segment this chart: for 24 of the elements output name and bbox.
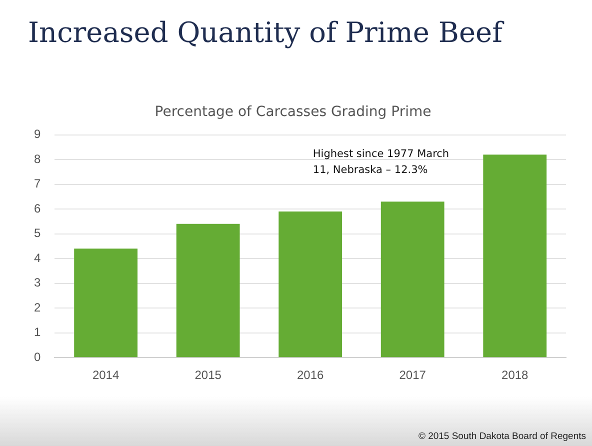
bar — [278, 212, 342, 358]
y-tick-label: 5 — [34, 226, 41, 240]
y-tick-label: 3 — [34, 276, 41, 290]
y-tick-label: 2 — [34, 300, 41, 314]
y-tick-label: 9 — [34, 127, 41, 142]
bar — [176, 224, 240, 358]
x-tick-label: 2014 — [92, 368, 120, 382]
chart-subtitle: Percentage of Carcasses Grading Prime — [154, 104, 432, 120]
y-tick-label: 6 — [34, 201, 41, 216]
y-tick-label: 4 — [34, 250, 41, 265]
y-tick-label: 7 — [34, 176, 41, 191]
y-tick-label: 8 — [34, 152, 41, 166]
bar — [380, 202, 444, 358]
x-tick-label: 2016 — [296, 368, 324, 382]
text: © 2015 South Dakota Board of Regents — [418, 431, 586, 442]
y-tick-label: 0 — [34, 350, 41, 364]
bar — [483, 154, 547, 358]
annotation: Highest since 1977 March 11, Nebraska – 12.3% — [312, 148, 450, 176]
chart-title: Increased Quantity of Prime Beef — [28, 16, 502, 49]
x-tick-label: 2015 — [194, 368, 222, 382]
x-tick-label: 2017 — [399, 368, 426, 382]
y-tick-label: 1 — [34, 325, 41, 340]
bar — [74, 248, 138, 358]
x-tick-label: 2018 — [502, 368, 529, 382]
